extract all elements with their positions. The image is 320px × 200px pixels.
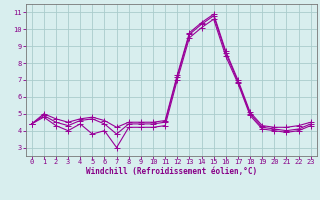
X-axis label: Windchill (Refroidissement éolien,°C): Windchill (Refroidissement éolien,°C) [86,167,257,176]
